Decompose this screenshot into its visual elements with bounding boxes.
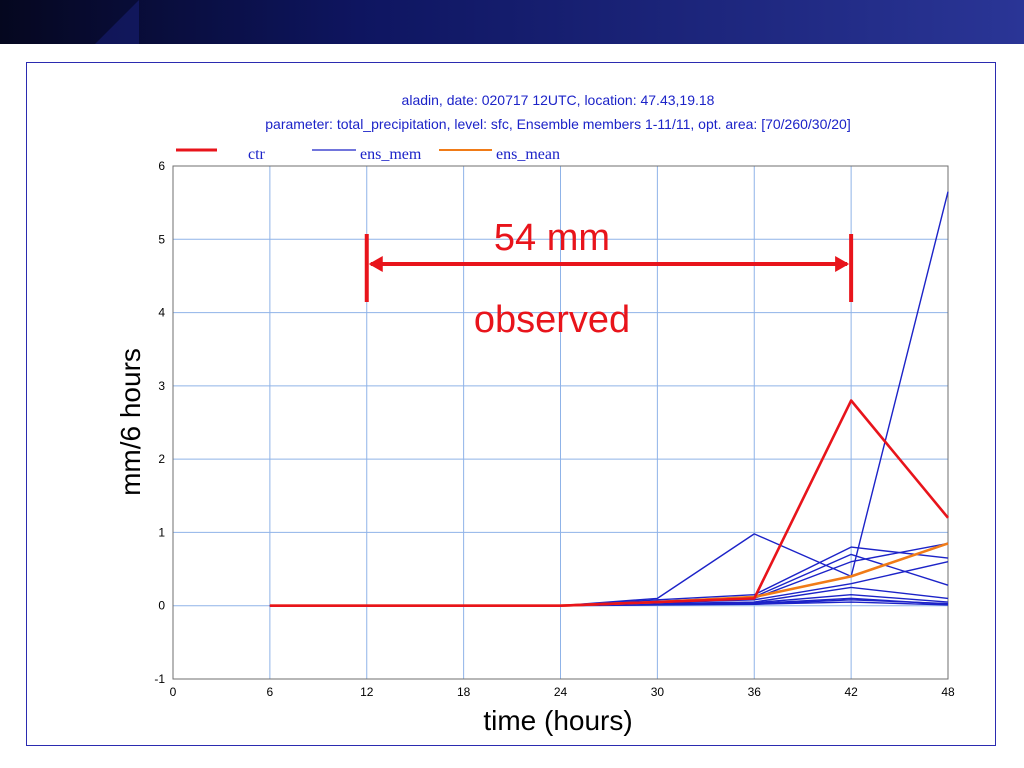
chart-subtitle: parameter: total_precipitation, level: s… (265, 116, 850, 132)
y-tick-label: 5 (158, 232, 165, 246)
x-tick-labels: 0 6 12 18 24 30 36 42 48 (170, 685, 955, 699)
header-accent (95, 0, 139, 44)
observed-amount-label: 54 mm (494, 217, 610, 259)
x-tick-label: 0 (170, 685, 177, 699)
chart-frame (26, 62, 996, 746)
legend-label-ctr: ctr (248, 146, 266, 163)
chart-title: aladin, date: 020717 12UTC, location: 47… (402, 92, 715, 108)
observation-annotation (364, 234, 854, 302)
y-axis-label: mm/6 hours (115, 348, 146, 496)
y-tick-label: 0 (158, 599, 165, 613)
series-lines (269, 191, 950, 608)
y-tick-label: 6 (158, 159, 165, 173)
y-tick-labels: -1 0 1 2 3 4 5 6 (154, 159, 165, 686)
x-tick-label: 12 (360, 685, 374, 699)
x-axis-label: time (hours) (483, 705, 632, 736)
x-tick-label: 36 (748, 685, 762, 699)
series-line-ctr (269, 399, 950, 608)
plot-area-border (172, 165, 949, 680)
x-tick-label: 6 (267, 685, 274, 699)
bracket-right-arrowhead (835, 256, 850, 272)
x-tick-label: 48 (941, 685, 955, 699)
y-tick-label: 3 (158, 379, 165, 393)
x-tick-label: 24 (554, 685, 568, 699)
x-tick-label: 42 (844, 685, 858, 699)
x-tick-label: 18 (457, 685, 471, 699)
legend-label-ens-mean: ens_mean (496, 146, 560, 163)
legend-label-ens-mem: ens_mem (360, 146, 422, 163)
header-band (0, 0, 1024, 44)
y-tick-label: 4 (158, 306, 165, 320)
y-tick-label: 1 (158, 525, 165, 539)
legend: ctr ens_mem ens_mean (176, 146, 560, 163)
plot-border (172, 165, 949, 680)
y-tick-label: -1 (154, 672, 165, 686)
y-tick-label: 2 (158, 452, 165, 466)
bracket-left-arrowhead (368, 256, 383, 272)
observed-note-label: observed (474, 299, 630, 341)
x-tick-label: 30 (651, 685, 665, 699)
